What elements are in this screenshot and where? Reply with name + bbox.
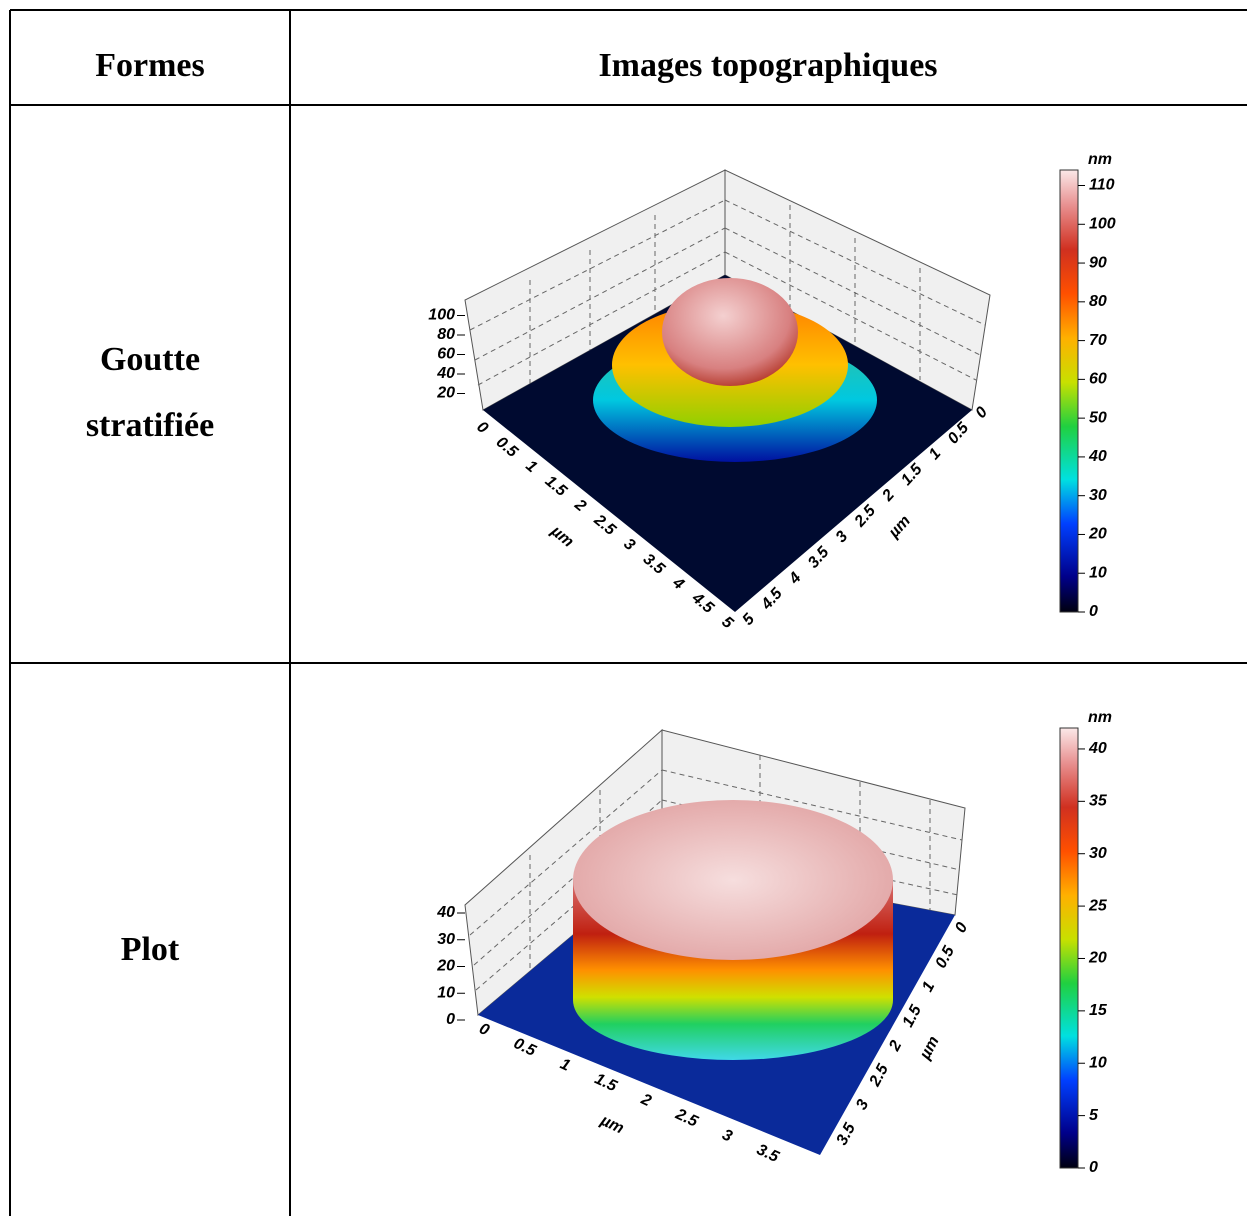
y-axis-label: µm [885, 512, 914, 542]
x-axis-label: µm [597, 1112, 626, 1138]
z-tick-label: 0 [446, 1011, 455, 1028]
colorbar-tick-label: 40 [1088, 740, 1107, 757]
colorbar-tick-label: 50 [1089, 409, 1107, 426]
x-tick-label: 4 [669, 574, 688, 593]
surface-plot [464, 169, 1079, 613]
colorbar-tick-label: 60 [1089, 371, 1107, 388]
colorbar [1059, 727, 1079, 1169]
x-tick-label: 0 [473, 418, 491, 437]
colorbar [1059, 169, 1079, 613]
colorbar-tick-label: 30 [1089, 487, 1107, 504]
colorbar-unit: nm [1088, 151, 1112, 168]
y-tick-label: 1 [919, 979, 938, 995]
z-tick-label: 100 [428, 307, 455, 324]
header-cell: Formes [95, 47, 205, 84]
surface-plot [464, 727, 1079, 1169]
x-tick-label: 3.5 [754, 1141, 782, 1166]
x-tick-label: 1 [522, 457, 540, 476]
colorbar-tick-label: 90 [1089, 254, 1107, 271]
colorbar-tick-label: 110 [1089, 177, 1115, 194]
y-tick-label: 3 [853, 1097, 872, 1113]
colorbar-tick-label: 20 [1088, 950, 1107, 967]
surface [573, 800, 893, 960]
x-tick-label: 0 [476, 1020, 491, 1039]
colorbar-tick-label: 70 [1089, 332, 1107, 349]
x-tick-label: 3 [620, 535, 638, 554]
colorbar-tick-label: 80 [1089, 293, 1107, 310]
x-tick-label: 1.5 [542, 473, 571, 501]
x-tick-label: 2 [638, 1091, 654, 1111]
z-tick-label: 30 [437, 931, 455, 948]
x-tick-label: 5 [718, 613, 737, 632]
y-tick-label: 2 [886, 1038, 906, 1055]
x-tick-label: 1 [557, 1056, 572, 1075]
y-axis-label: µm [916, 1034, 943, 1064]
x-tick-label: 2.5 [672, 1105, 701, 1131]
colorbar-tick-label: 35 [1089, 793, 1108, 810]
z-tick-label: 40 [436, 365, 455, 382]
colorbar-tick-label: 0 [1089, 603, 1098, 620]
y-tick-label: 1 [926, 445, 945, 463]
surface [662, 278, 798, 386]
z-tick-label: 40 [436, 904, 455, 921]
x-tick-label: 2 [571, 496, 590, 515]
z-tick-label: 20 [436, 385, 455, 402]
colorbar-tick-label: 5 [1089, 1107, 1099, 1124]
colorbar-tick-label: 20 [1088, 526, 1107, 543]
z-tick-label: 20 [436, 958, 455, 975]
y-tick-label: 0 [952, 920, 971, 936]
colorbar-tick-label: 10 [1089, 1054, 1107, 1071]
y-tick-label: 4 [785, 569, 804, 588]
z-tick-label: 10 [437, 984, 455, 1001]
colorbar-tick-label: 30 [1089, 845, 1107, 862]
colorbar-tick-label: 10 [1089, 564, 1107, 581]
y-tick-label: 2 [879, 487, 898, 506]
x-axis-label: µm [547, 522, 577, 551]
colorbar-tick-label: 100 [1089, 215, 1116, 232]
x-tick-label: 0.5 [493, 434, 522, 462]
shape-name: stratifiée [86, 407, 214, 444]
z-tick-label: 60 [437, 346, 455, 363]
wall [724, 169, 991, 411]
header-cell: Images topographiques [598, 47, 937, 84]
colorbar-tick-label: 25 [1088, 897, 1108, 914]
x-tick-label: 1.5 [592, 1070, 620, 1095]
y-tick-label: 0 [972, 404, 991, 422]
y-tick-label: 3 [833, 528, 852, 546]
x-tick-label: 3 [719, 1126, 734, 1145]
grid [469, 199, 986, 386]
colorbar-tick-label: 40 [1088, 448, 1107, 465]
x-tick-label: 0.5 [511, 1035, 539, 1060]
colorbar-tick-label: 0 [1089, 1159, 1098, 1176]
z-tick-label: 80 [437, 326, 455, 343]
shape-name: Goutte [100, 341, 200, 378]
y-tick-label: 5 [739, 610, 758, 629]
colorbar-unit: nm [1088, 709, 1112, 726]
colorbar-tick-label: 15 [1089, 1002, 1108, 1019]
shape-name: Plot [121, 931, 180, 968]
